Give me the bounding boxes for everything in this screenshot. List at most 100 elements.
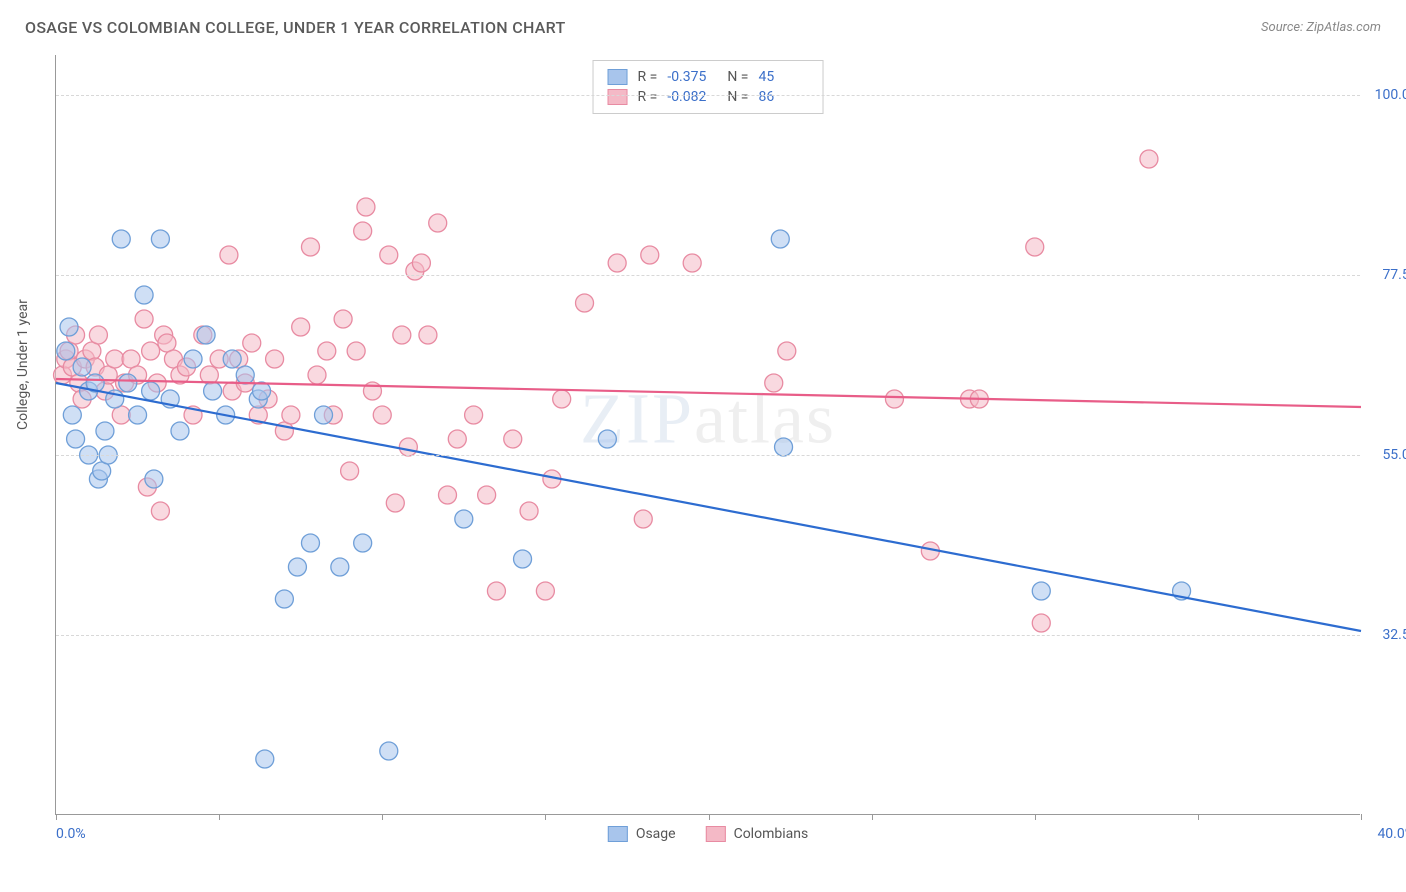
correlation-stats-box: R = -0.375 N = 45 R = -0.082 N = 86 [593,60,824,114]
data-point [119,374,137,392]
data-point [536,582,554,600]
data-point [253,382,271,400]
data-point [373,406,391,424]
data-point [354,222,372,240]
data-point [315,406,333,424]
data-point [520,502,538,520]
data-point [778,342,796,360]
data-point [223,350,241,368]
x-axis-max-label: 40.0% [1377,826,1406,842]
gridline [56,275,1360,276]
data-point [380,742,398,760]
data-point [106,350,124,368]
legend-swatch-colombians [706,826,726,842]
gridline [56,455,1360,456]
data-point [60,318,78,336]
data-point [439,486,457,504]
data-point [288,558,306,576]
data-point [301,534,319,552]
data-point [765,374,783,392]
gridline [56,95,1360,96]
data-point [1032,614,1050,632]
swatch-osage [608,69,628,85]
data-point [151,502,169,520]
legend-item-colombians: Colombians [706,826,809,842]
x-tick-mark [56,814,57,820]
data-point [598,430,616,448]
data-point [386,494,404,512]
data-point [142,342,160,360]
data-point [63,406,81,424]
x-tick-mark [1361,814,1362,820]
data-point [478,486,496,504]
data-point [455,510,473,528]
x-tick-mark [219,814,220,820]
data-point [771,230,789,248]
y-axis-label: College, Under 1 year [15,299,31,430]
data-point [236,366,254,384]
data-point [399,438,417,456]
data-point [256,750,274,768]
data-point [347,342,365,360]
y-tick-label: 32.5% [1382,627,1406,643]
y-tick-label: 100.0% [1375,87,1406,103]
data-point [318,342,336,360]
y-tick-label: 77.5% [1382,267,1406,283]
x-axis-min-label: 0.0% [56,826,86,842]
chart-title: OSAGE VS COLOMBIAN COLLEGE, UNDER 1 YEAR… [25,18,566,37]
y-tick-label: 55.0% [1382,447,1406,463]
data-point [135,286,153,304]
data-point [514,550,532,568]
legend-item-osage: Osage [608,826,676,842]
data-point [158,334,176,352]
gridline [56,635,1360,636]
data-point [197,326,215,344]
data-point [553,390,571,408]
data-point [83,342,101,360]
data-point [282,406,300,424]
data-point [308,366,326,384]
chart-header: OSAGE VS COLOMBIAN COLLEGE, UNDER 1 YEAR… [0,0,1406,47]
data-point [504,430,522,448]
data-point [465,406,483,424]
data-point [885,390,903,408]
data-point [96,422,114,440]
data-point [171,422,189,440]
data-point [135,310,153,328]
data-point [129,406,147,424]
data-point [380,246,398,264]
data-point [73,358,91,376]
scatter-svg [56,55,1360,814]
x-tick-mark [382,814,383,820]
data-point [142,382,160,400]
data-point [184,350,202,368]
data-point [67,430,85,448]
data-point [393,326,411,344]
x-tick-mark [1035,814,1036,820]
data-point [266,350,284,368]
data-point [487,582,505,600]
data-point [243,334,261,352]
data-point [331,558,349,576]
data-point [1026,238,1044,256]
stats-row-osage: R = -0.375 N = 45 [608,67,809,87]
data-point [301,238,319,256]
data-point [634,510,652,528]
chart-plot-area: ZIPatlas R = -0.375 N = 45 R = -0.082 N … [55,55,1360,815]
data-point [122,350,140,368]
x-tick-mark [709,814,710,820]
stats-row-colombians: R = -0.082 N = 86 [608,87,809,107]
data-point [775,438,793,456]
data-point [220,246,238,264]
data-point [576,294,594,312]
data-point [89,326,107,344]
data-point [1140,150,1158,168]
x-tick-mark [1198,814,1199,820]
data-point [93,462,111,480]
data-point [57,342,75,360]
legend: Osage Colombians [608,826,808,842]
data-point [292,318,310,336]
data-point [145,470,163,488]
data-point [112,406,130,424]
chart-source: Source: ZipAtlas.com [1261,20,1381,35]
